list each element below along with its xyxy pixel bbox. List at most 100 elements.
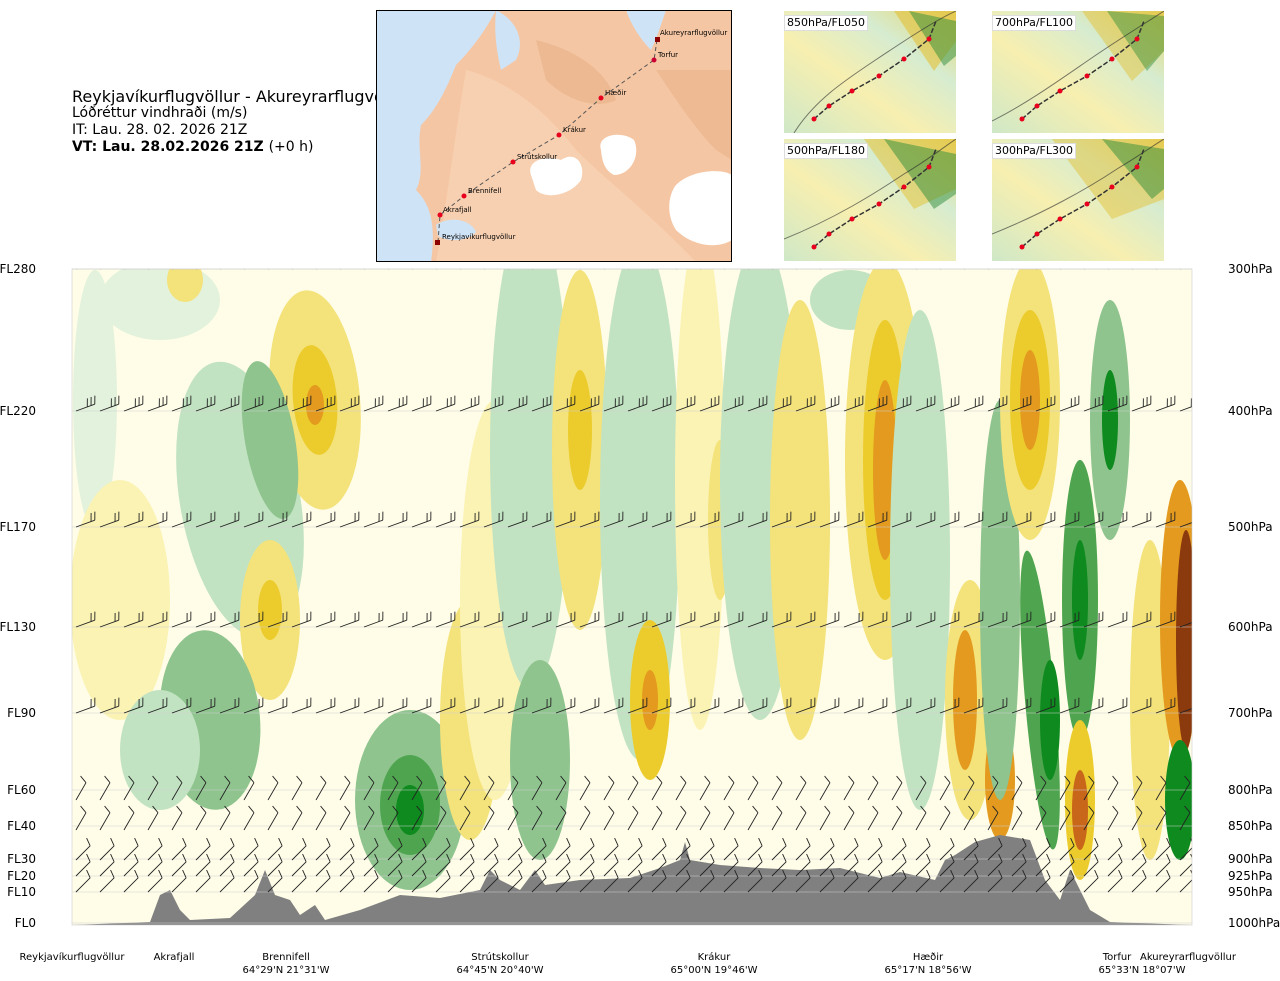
wind-barb	[123, 395, 144, 412]
wind-barb	[1131, 269, 1151, 270]
location-coord: 64°29'N 21°31'W	[243, 965, 330, 976]
mini-map-500-label: 500hPa/FL180	[784, 143, 869, 159]
map-label-torfur: Torfur	[657, 51, 678, 59]
wind-barb	[1107, 611, 1128, 628]
terrain	[72, 835, 1192, 925]
wind-barb	[1107, 269, 1127, 270]
wind-barb	[267, 697, 288, 714]
wind-barb	[1011, 269, 1031, 270]
wind-barb	[963, 269, 983, 270]
wind-barb	[387, 775, 399, 801]
wind-barb	[675, 869, 691, 893]
wind-barb	[1011, 869, 1027, 893]
wind-barb	[1107, 853, 1123, 877]
wind-barb	[555, 395, 576, 412]
wind-barb	[747, 611, 768, 628]
wind-barb	[1107, 837, 1123, 861]
wind-barb	[99, 775, 111, 801]
wind-barb	[987, 869, 1003, 893]
wind-barb	[1179, 705, 1192, 714]
wind-barb	[123, 697, 144, 714]
wind-barb	[99, 611, 120, 628]
wind-barb	[483, 395, 504, 412]
wind-barb	[291, 611, 312, 628]
location-coord: 64°45'N 20°40'W	[457, 965, 544, 976]
contour-cell	[100, 269, 220, 340]
wind-barb	[315, 395, 336, 412]
wind-barb	[915, 395, 936, 412]
wind-barb	[483, 853, 499, 877]
location-name: Reykjavíkurflugvöllur	[20, 951, 126, 963]
wind-barb	[99, 853, 115, 877]
wind-barb	[555, 511, 576, 528]
fl-tick-label: FL130	[0, 620, 36, 634]
wind-barb	[603, 775, 615, 801]
wind-barb	[195, 853, 211, 877]
wind-barb	[723, 775, 735, 801]
wind-barb	[699, 697, 720, 714]
wind-barb	[315, 853, 331, 877]
wind-barb	[867, 611, 888, 628]
wind-barb	[963, 775, 975, 801]
point-akureyri	[655, 37, 660, 42]
wind-barb	[243, 697, 264, 714]
wind-barb	[555, 611, 576, 628]
wind-barb	[651, 395, 672, 412]
wind-barb	[435, 775, 447, 801]
wind-barb	[123, 869, 139, 893]
fl-axis-left: FL280 FL220 FL170 FL130 FL90 FL60 FL40 FL30 FL20…	[0, 262, 36, 930]
wind-barb	[675, 775, 687, 801]
wind-barb	[291, 269, 311, 270]
wind-barb	[219, 511, 240, 528]
wind-barb	[459, 611, 480, 628]
wind-barb	[195, 837, 211, 861]
wind-barb	[531, 775, 543, 801]
vertical-velocity-field	[72, 269, 1192, 925]
wind-barb	[1059, 269, 1079, 270]
wind-barb	[867, 697, 888, 714]
wind-barb	[267, 869, 283, 893]
wind-barb	[915, 697, 936, 714]
wind-barb	[819, 697, 840, 714]
point-strutskollur	[510, 159, 516, 165]
wind-barb	[843, 697, 864, 714]
wind-barb	[987, 853, 1003, 877]
map-label-brennifell: Brennifell	[468, 187, 501, 195]
location-coord: 65°33'N 18°07'W	[1099, 965, 1186, 976]
wind-barb	[651, 511, 672, 528]
wind-barb	[75, 611, 96, 628]
wind-barb	[483, 611, 504, 628]
fl-tick-label: FL0	[15, 916, 36, 930]
wind-barb	[1035, 395, 1056, 412]
pressure-tick-label: 700hPa	[1228, 706, 1273, 720]
wind-barb	[75, 805, 87, 831]
wind-barb	[747, 269, 767, 270]
wind-barb	[411, 869, 427, 893]
wind-barb	[52, 254, 74, 269]
wind-barb	[171, 853, 187, 877]
wind-barb	[1131, 611, 1152, 628]
wind-barb	[1083, 611, 1104, 628]
wind-barb	[963, 805, 975, 831]
wind-barb	[915, 775, 927, 801]
wind-barb	[1179, 519, 1192, 528]
wind-barb	[507, 611, 528, 628]
wind-barb	[339, 269, 359, 270]
pressure-tick-label: 925hPa	[1228, 869, 1273, 883]
wind-barb	[483, 837, 499, 861]
wind-barb	[1035, 853, 1051, 877]
wind-barb	[987, 511, 1008, 528]
wind-barb	[1011, 611, 1032, 628]
wind-barb	[675, 269, 695, 270]
wind-barb	[1107, 869, 1123, 893]
wind-barb	[1155, 611, 1176, 628]
wind-barb	[795, 395, 816, 412]
wind-barb	[531, 395, 552, 412]
wind-barb	[843, 869, 859, 893]
wind-barb	[531, 697, 552, 714]
wind-barb	[195, 269, 215, 270]
wind-barb	[52, 512, 74, 527]
wind-barb	[747, 697, 768, 714]
wind-barb	[531, 853, 547, 877]
wind-barb	[1059, 837, 1075, 861]
